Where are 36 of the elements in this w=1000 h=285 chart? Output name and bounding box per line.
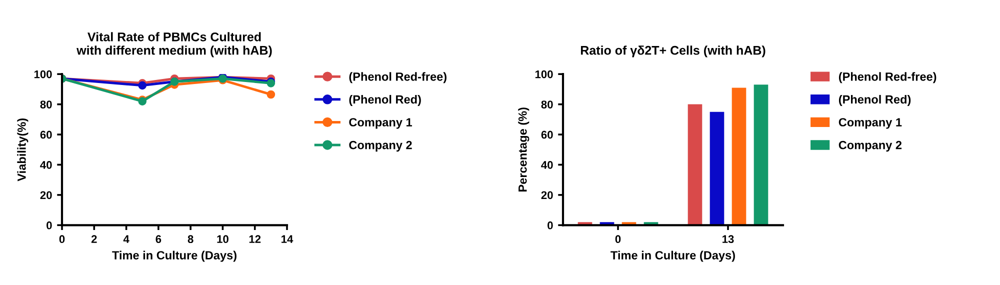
y-tick-label: 40: [40, 160, 52, 169]
chart-title: Vital Rate of PBMCs Cultured with different medium (with hAB): [76, 32, 272, 58]
y-tick-label: 100: [34, 70, 52, 78]
y-tick-label: 0: [46, 221, 52, 230]
x-tick-label: 6: [156, 235, 162, 244]
legend-label: (Phenol Red): [838, 94, 911, 106]
legend-label: (Phenol Red-free): [838, 72, 936, 84]
y-tick-label: 0: [548, 221, 553, 230]
legend-label: Company 2: [838, 140, 902, 152]
y-tick-label: 80: [541, 100, 553, 108]
x-tick-label: 8: [188, 235, 194, 244]
x-tick-label: 4: [123, 235, 130, 243]
legend-label: (Phenol Red-free): [349, 72, 446, 84]
y-axis-title: Percentage (%): [518, 108, 530, 192]
y-tick-label: 80: [40, 100, 52, 108]
x-tick-label: 2: [91, 235, 97, 243]
x-tick-label: 13: [722, 235, 734, 244]
chart-title: Ratio of γδ2T+ Cells (with hAB): [580, 46, 766, 58]
y-tick-label: 60: [541, 130, 553, 139]
x-tick-label: 12: [249, 235, 261, 243]
y-axis-title: Viability(%): [17, 118, 28, 182]
y-tick-label: 60: [40, 130, 52, 139]
x-axis-title: Time in Culture (Days): [112, 250, 236, 262]
x-tick-label: 0: [615, 235, 621, 244]
y-tick-label: 40: [541, 160, 553, 169]
x-axis-title: Time in Culture (Days): [610, 250, 735, 262]
y-tick-label: 20: [40, 191, 52, 200]
x-tick-label: 14: [282, 235, 294, 243]
y-tick-label: 20: [541, 191, 553, 200]
legend-label: Company 2: [349, 140, 412, 152]
y-tick-label: 100: [535, 70, 553, 78]
legend-label: Company 1: [349, 118, 412, 129]
x-tick-label: 0: [59, 235, 65, 244]
legend-label: (Phenol Red): [349, 94, 421, 106]
x-tick-label: 10: [217, 235, 228, 244]
legend-label: Company 1: [838, 118, 902, 129]
